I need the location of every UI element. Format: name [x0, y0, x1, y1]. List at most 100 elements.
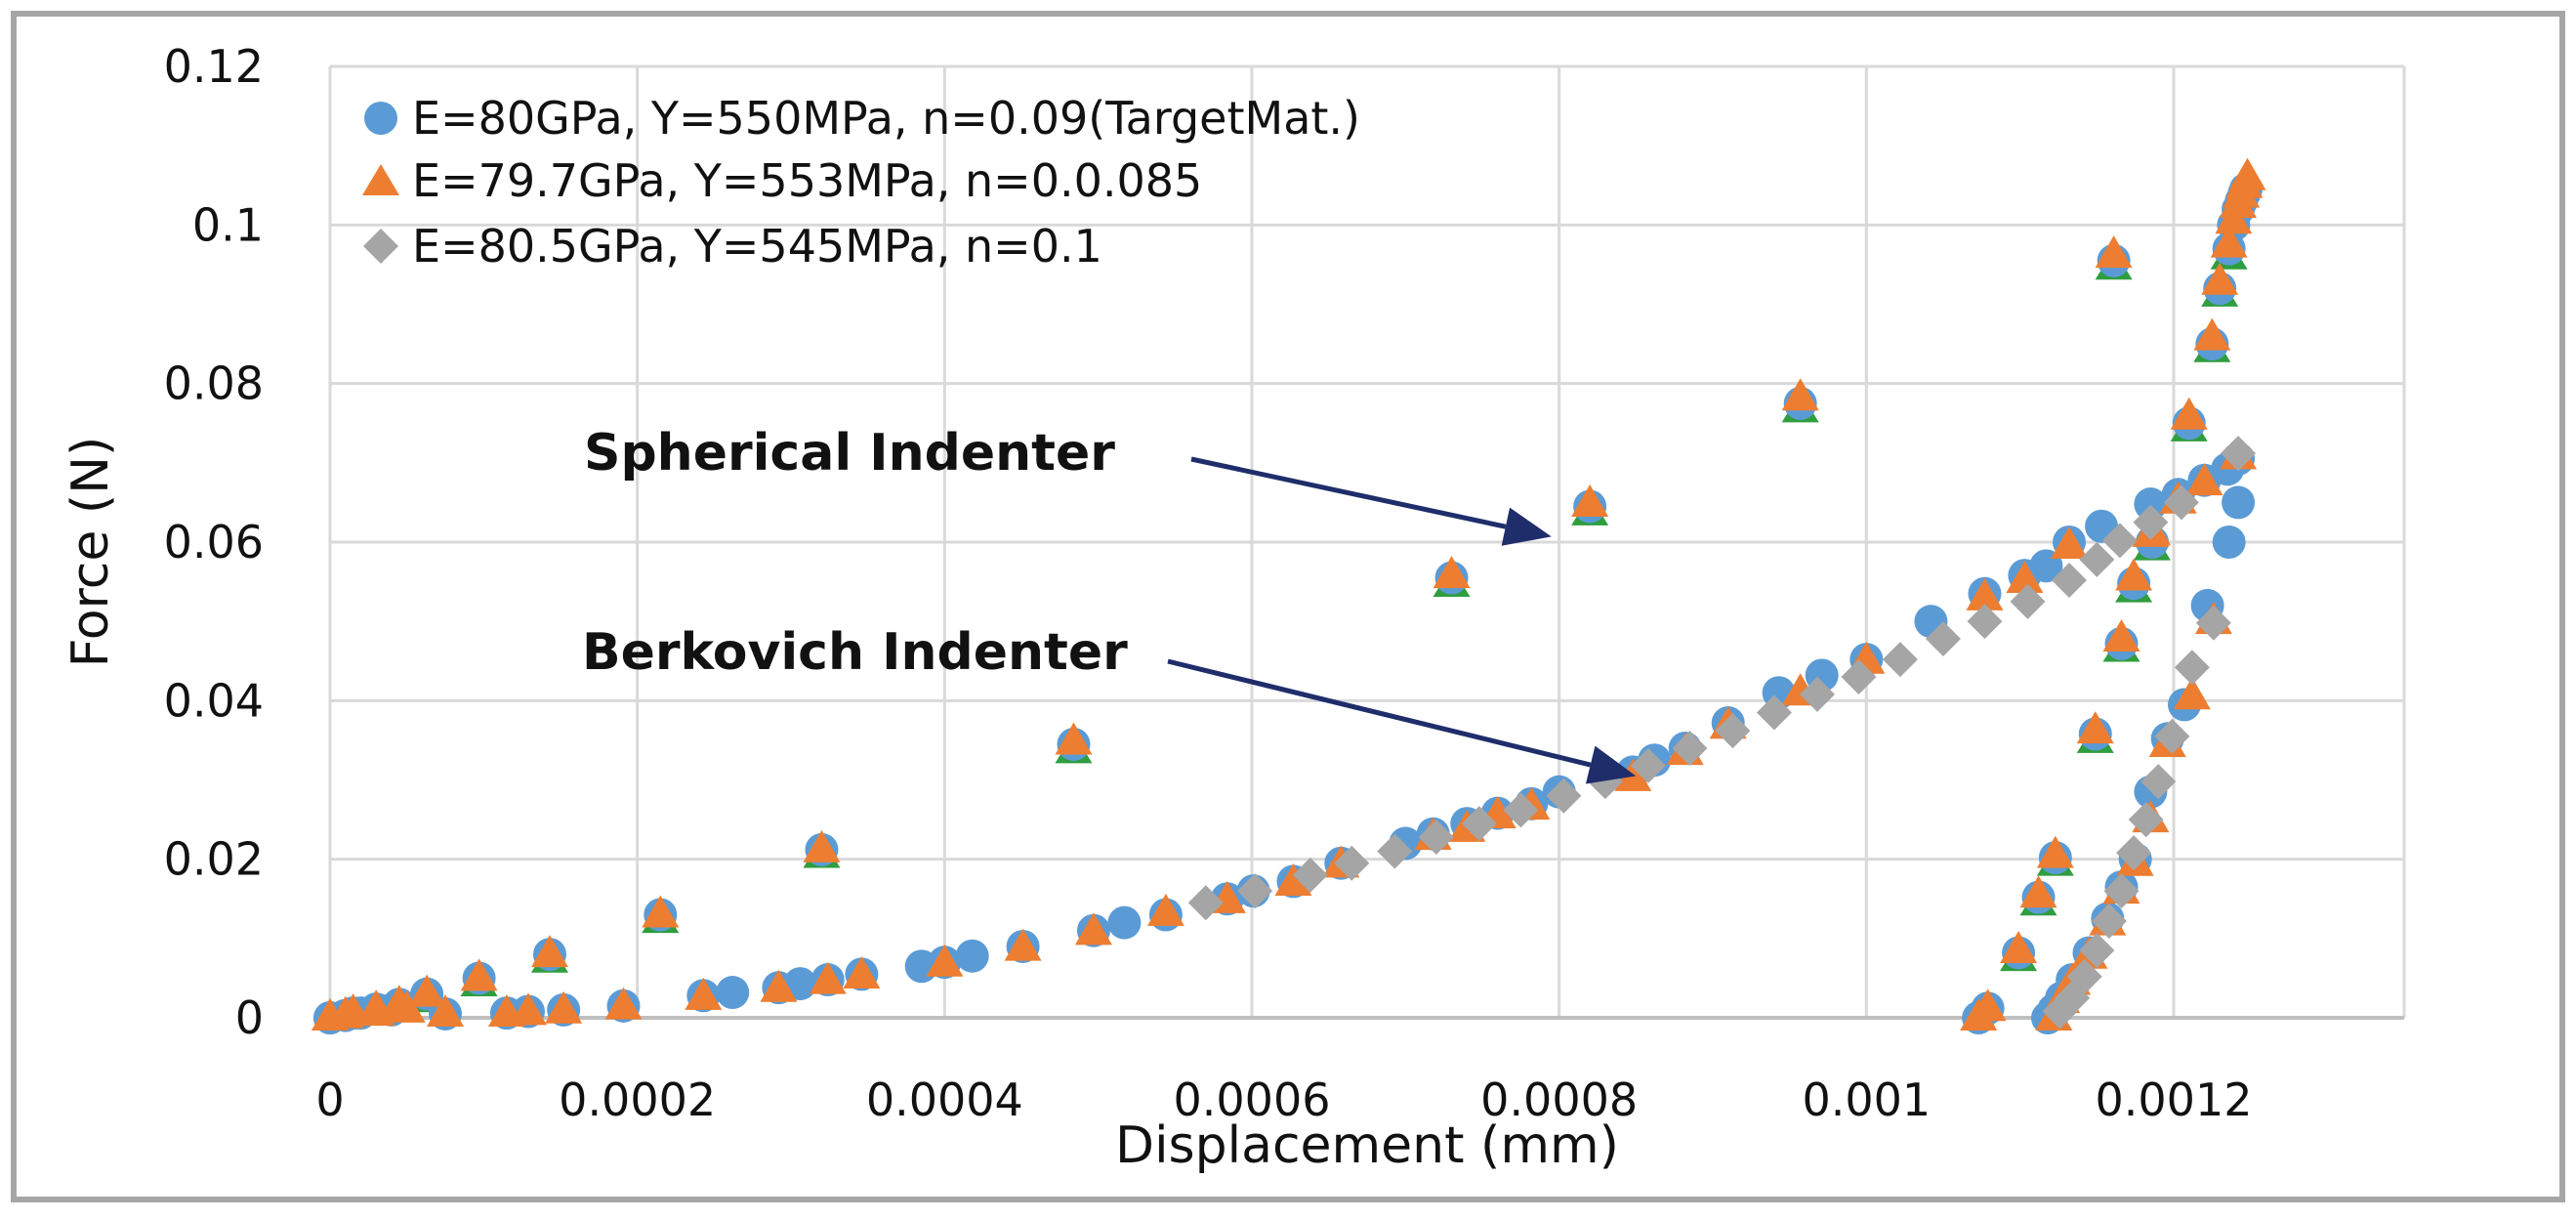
- legend-label: E=80.5GPa, Y=545MPa, n=0.1: [412, 220, 1102, 273]
- x-axis-title: Displacement (mm): [1115, 1116, 1619, 1175]
- y-tick-label: 0.06: [164, 516, 264, 568]
- legend-label: E=79.7GPa, Y=553MPa, n=0.0.085: [412, 154, 1202, 207]
- data-point: [2185, 463, 2223, 496]
- data-point: [2222, 485, 2256, 520]
- data-point: [1274, 863, 1312, 897]
- data-point: [2193, 317, 2231, 351]
- y-tick-label: 0.02: [164, 833, 264, 886]
- tick-labels: 0 0.0002 0.0004 0.0006 0.0008 0.001 0.0012 0 0.0…: [164, 40, 2253, 1126]
- data-point: [1004, 928, 1042, 961]
- data-point: [427, 993, 464, 1027]
- data-point: [2128, 802, 2164, 838]
- x-tick-label: 0.0012: [2096, 1073, 2253, 1126]
- data-point: [1107, 905, 1142, 940]
- legend-marker-circle: [364, 102, 397, 135]
- data-point: [1882, 642, 1918, 678]
- data-point: [1926, 621, 1961, 657]
- data-point: [2170, 397, 2208, 430]
- data-point: [1966, 577, 2004, 610]
- y-tick-label: 0.12: [164, 40, 264, 93]
- legend-marker-diamond: [363, 229, 398, 264]
- y-tick-label: 0: [235, 991, 264, 1044]
- data-point: [460, 958, 498, 991]
- y-tick-label: 0.04: [164, 674, 264, 727]
- data-point: [2212, 526, 2246, 559]
- legend-label: E=80GPa, Y=550MPa, n=0.09(TargetMat.): [412, 92, 1360, 145]
- x-tick-label: 0.0006: [1174, 1073, 1331, 1126]
- data-point: [2051, 526, 2089, 560]
- data-point: [1503, 792, 1539, 828]
- data-point: [509, 992, 547, 1026]
- data-point: [1715, 713, 1751, 749]
- data-point: [604, 987, 643, 1020]
- data-point: [1799, 676, 1835, 712]
- data-point: [2140, 764, 2177, 800]
- annotation-berkovich: Berkovich Indenter: [582, 623, 1128, 682]
- data-point: [2201, 262, 2239, 295]
- data-point: [2019, 875, 2057, 908]
- data-point: [1571, 484, 1609, 518]
- data-point: [1461, 806, 1497, 842]
- data-point: [1055, 722, 1093, 755]
- data-point: [2228, 157, 2266, 190]
- berkovich-arrow-head: [1585, 745, 1637, 784]
- data-point: [1187, 885, 1224, 921]
- data-point: [545, 990, 583, 1024]
- data-point: [2091, 903, 2127, 939]
- data-point: [1292, 857, 1328, 893]
- data-point: [843, 955, 881, 989]
- data-point: [2079, 933, 2115, 969]
- data-point: [1418, 819, 1454, 855]
- y-axis-title: Force (N): [62, 437, 120, 668]
- data-point: [803, 829, 841, 862]
- data-point: [760, 969, 798, 1002]
- annotation-spherical: Spherical Indenter: [584, 424, 1115, 483]
- data-point: [2116, 835, 2152, 871]
- data-point: [783, 967, 817, 1001]
- data-point: [1841, 658, 1877, 694]
- data-point: [2210, 225, 2248, 258]
- annotations: Spherical Indenter Berkovich Indenter: [582, 424, 1637, 784]
- data-point: [2052, 562, 2088, 598]
- data-point: [2173, 677, 2211, 710]
- y-tick-label: 0.08: [164, 358, 264, 410]
- data-point: [1672, 731, 1708, 767]
- data-point: [388, 989, 426, 1023]
- data-point: [530, 935, 568, 968]
- data-point: [2103, 873, 2140, 909]
- data-point: [809, 961, 847, 994]
- data-point: [2055, 980, 2091, 1016]
- berkovich-arrow-shaft: [1167, 658, 1592, 768]
- data-point: [2076, 711, 2114, 744]
- data-point: [2221, 436, 2257, 472]
- data-point: [2195, 605, 2231, 641]
- data-point: [716, 976, 750, 1010]
- data-point: [2010, 583, 2046, 619]
- data-point: [1074, 912, 1112, 946]
- data-point: [2000, 931, 2038, 964]
- spherical-arrow-shaft: [1190, 456, 1507, 529]
- y-tick-label: 0.1: [192, 198, 264, 251]
- data-point: [2079, 541, 2115, 577]
- data-point: [326, 995, 364, 1029]
- data-point: [2133, 504, 2169, 540]
- legend: E=80GPa, Y=550MPa, n=0.09(TargetMat.) E=…: [362, 92, 1360, 273]
- x-tick-label: 0.0008: [1480, 1073, 1638, 1126]
- data-point: [642, 895, 680, 928]
- data-point: [1756, 694, 1792, 731]
- data-points: [312, 157, 2266, 1034]
- spherical-arrow-head: [1501, 507, 1552, 546]
- data-point: [2006, 560, 2044, 593]
- data-point: [2042, 993, 2078, 1030]
- data-point: [926, 944, 964, 977]
- data-point: [1630, 747, 1666, 783]
- data-point: [2036, 835, 2074, 868]
- data-point: [1967, 604, 2003, 640]
- data-point: [357, 993, 395, 1027]
- x-tick-label: 0.0002: [559, 1073, 716, 1126]
- data-point: [2174, 650, 2210, 686]
- data-point: [2095, 235, 2133, 269]
- gridlines: [328, 64, 2406, 1020]
- data-point: [955, 939, 989, 973]
